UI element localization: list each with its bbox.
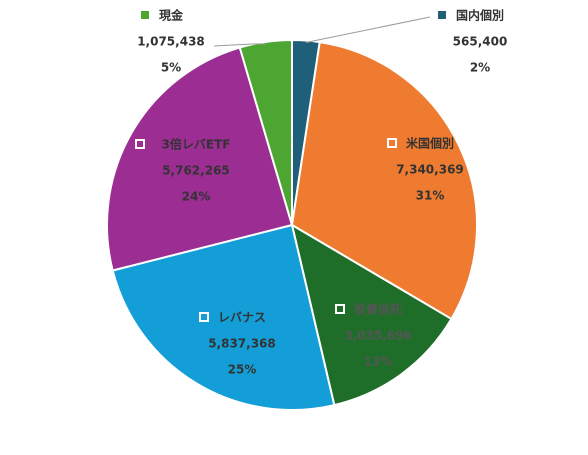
slice-label-name-2: 投資信託 [354, 302, 402, 317]
slice-label-name-4: 3倍レバETF [162, 137, 231, 152]
pie-slice-2 [290, 222, 453, 407]
slice-label-name-5: 現金 [159, 8, 184, 23]
slice-label-value-4: 5,762,265 [162, 164, 230, 178]
legend-marker-4 [135, 139, 145, 149]
leader-line-5 [213, 43, 266, 47]
slice-label-value-2: 3,035,696 [344, 329, 412, 343]
legend-marker-2 [335, 304, 345, 314]
slice-label-percent-3: 25% [228, 363, 257, 377]
slice-label-percent-5: 5% [161, 61, 181, 75]
legend-marker-3 [199, 312, 209, 322]
slice-label-value-3: 5,837,368 [208, 337, 276, 351]
pie-slice-4 [106, 46, 294, 272]
slice-label-name-1: 米国個別 [406, 136, 454, 151]
legend-marker-0 [438, 11, 446, 19]
legend-marker-1 [387, 138, 397, 148]
slice-label-name-0: 国内個別 [456, 8, 504, 23]
slice-label-value-5: 1,075,438 [137, 35, 205, 49]
slice-label-name-3: レバナス [218, 311, 266, 325]
slice-label-percent-0: 2% [470, 61, 490, 75]
slice-label-percent-2: 13% [364, 355, 393, 369]
leader-line-0 [305, 16, 431, 44]
pie-slice-1 [290, 40, 478, 321]
legend-marker-5 [141, 11, 149, 19]
slice-label-value-1: 7,340,369 [396, 163, 464, 177]
slice-label-value-0: 565,400 [453, 35, 508, 49]
pie-slice-3 [111, 223, 336, 411]
slice-label-percent-4: 24% [182, 190, 211, 204]
slice-label-percent-1: 31% [416, 189, 445, 203]
pie-slice-5 [238, 38, 293, 226]
